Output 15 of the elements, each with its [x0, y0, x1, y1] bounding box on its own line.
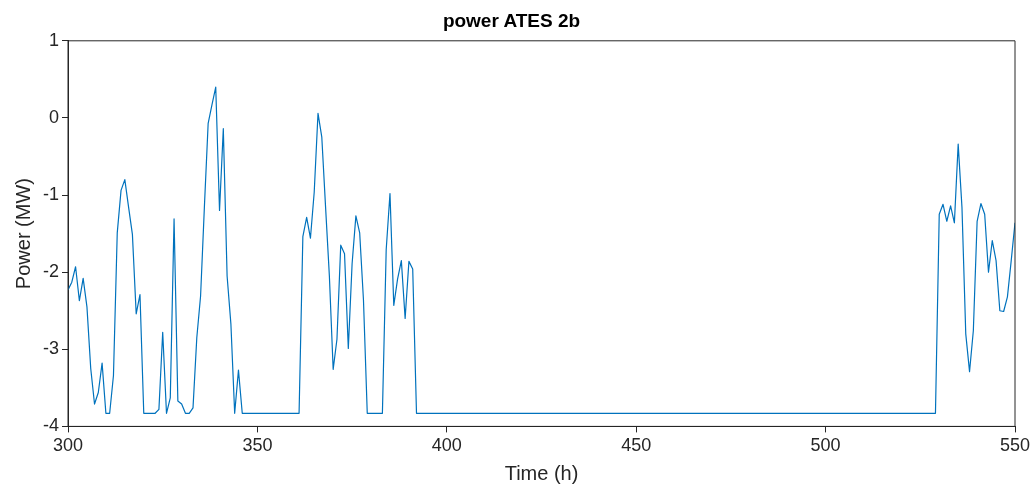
x-axis-title: Time (h) — [504, 461, 579, 484]
x-tick-label: 550 — [999, 435, 1031, 456]
chart-title: power ATES 2b — [442, 9, 581, 31]
y-tick-label: -1 — [42, 184, 59, 205]
y-axis-title: Power (MW) — [11, 178, 34, 290]
x-tick-label: 500 — [810, 435, 841, 456]
y-tick-label: 0 — [48, 106, 59, 127]
y-tick-label: 1 — [48, 29, 59, 50]
y-tick-label: -2 — [42, 261, 59, 282]
x-tick-label: 300 — [52, 435, 84, 456]
x-tick-label: 350 — [242, 435, 273, 456]
y-tick-label: -4 — [42, 415, 59, 436]
y-tick-label: -3 — [42, 338, 59, 359]
x-tick-label: 450 — [621, 435, 652, 456]
x-tick-label: 400 — [431, 435, 462, 456]
